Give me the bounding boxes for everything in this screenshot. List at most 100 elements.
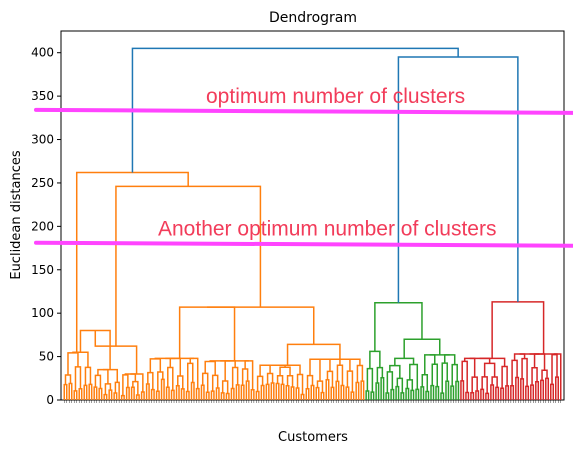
dendrogram-link (431, 363, 438, 387)
y-tick-label: 100 (31, 306, 54, 320)
dendrogram-link (114, 381, 120, 400)
dendrogram-link (320, 391, 325, 400)
dendrogram-link (276, 374, 284, 385)
dendrogram-link (480, 388, 485, 400)
dendrogram-link (102, 368, 119, 383)
dendrogram-link (221, 380, 229, 394)
dendrogram-link (397, 56, 519, 303)
dendrogram-link (231, 366, 239, 389)
dendrogram-link (555, 376, 560, 400)
dendrogram-link (425, 390, 430, 400)
dendrogram-link (530, 384, 535, 400)
dendrogram-link (465, 391, 470, 400)
dendrogram-link (300, 393, 305, 400)
dendrogram-link (366, 367, 374, 393)
dendrogram-link (430, 384, 435, 400)
dendrogram-link (122, 374, 129, 396)
dendrogram-link (79, 329, 111, 370)
dendrogram-link (374, 302, 423, 352)
dendrogram-link (270, 382, 275, 400)
dendrogram-link (520, 378, 525, 400)
dendrogram-link (375, 382, 380, 400)
dendrogram-link (63, 383, 68, 400)
dendrogram-link (450, 385, 455, 400)
dendrogram-link (535, 381, 540, 400)
dendrogram-link (177, 375, 184, 389)
dendrogram-link (235, 384, 240, 400)
dendrogram-link (390, 388, 395, 400)
dendrogram-link (88, 383, 93, 400)
dendrogram-link (286, 343, 341, 366)
dendrogram-link (400, 392, 405, 400)
dendrogram-link (394, 357, 415, 366)
dendrogram-link (178, 306, 236, 361)
dendrogram-link (376, 366, 384, 383)
y-tick-label: 200 (31, 219, 54, 233)
x-axis-label: Customers (278, 430, 348, 445)
plot-area (60, 30, 565, 401)
dendrogram-link (406, 379, 414, 391)
dendrogram-link (479, 357, 506, 367)
dendrogram-link (525, 385, 530, 400)
dendrogram-link (207, 306, 315, 345)
dendrogram-link (265, 383, 270, 400)
cut-line (34, 107, 573, 115)
dendrogram-link (541, 369, 548, 381)
dendrogram-link (369, 350, 381, 369)
y-tick-label: 300 (31, 133, 54, 147)
dendrogram-link (451, 363, 458, 387)
dendrogram-link (310, 384, 315, 400)
dendrogram-link (389, 364, 401, 379)
annotation-text: Another optimum number of clusters (158, 218, 496, 241)
dendrogram-link (409, 363, 419, 390)
dendrogram-link (315, 386, 320, 400)
dendrogram-link (104, 383, 112, 395)
dendrogram-link (230, 387, 235, 400)
dendrogram-link (461, 360, 468, 393)
dendrogram-link (421, 373, 429, 392)
dendrogram-link (190, 381, 195, 400)
x-axis-leaf-ticks (64, 400, 561, 403)
dendrogram-link (295, 387, 300, 400)
dendrogram-link (145, 383, 150, 400)
dendrogram-link (211, 374, 219, 392)
y-axis: 0 50 100 150 200 250 300 350 400 (31, 46, 61, 407)
dendrogram-link (445, 380, 450, 400)
dendrogram-link (385, 392, 390, 400)
dendrogram-link (205, 391, 210, 400)
annotations: optimum number of clusters Another optimu… (34, 85, 573, 248)
dendrogram-link (201, 372, 209, 393)
dendrogram-link (403, 338, 441, 359)
dendrogram-link (491, 376, 498, 388)
dendrogram-link (275, 364, 301, 375)
dendrogram-link (225, 392, 230, 400)
y-tick-label: 50 (39, 350, 54, 364)
dendrogram-link (260, 384, 265, 400)
y-tick-label: 250 (31, 176, 54, 190)
dendrogram-link (475, 390, 480, 400)
chart-title: Dendrogram (269, 10, 357, 26)
dendrogram-link (286, 374, 294, 388)
y-tick-label: 0 (46, 393, 54, 407)
y-axis-label: Euclidean distances (9, 150, 24, 279)
dendrogram-link (130, 373, 144, 393)
dendrogram-link (405, 387, 410, 400)
dendrogram-link (500, 387, 505, 400)
y-tick-label: 350 (31, 89, 54, 103)
dendrogram-link (285, 384, 290, 400)
cut-line (34, 240, 573, 248)
dendrogram-link (365, 390, 370, 400)
dendrogram-link (290, 386, 295, 400)
dendrogram-link (132, 380, 139, 395)
y-tick-label: 150 (31, 263, 54, 277)
dendrogram-link (180, 388, 185, 400)
dendrogram-link (245, 380, 250, 400)
dendrogram-link (195, 387, 200, 400)
y-tick-label: 400 (31, 46, 54, 60)
dendrogram-link (550, 383, 555, 400)
dendrogram-link (395, 385, 400, 400)
dendrogram-links (63, 47, 562, 400)
dendrogram-link (215, 387, 220, 400)
annotation-text: optimum number of clusters (206, 85, 465, 108)
